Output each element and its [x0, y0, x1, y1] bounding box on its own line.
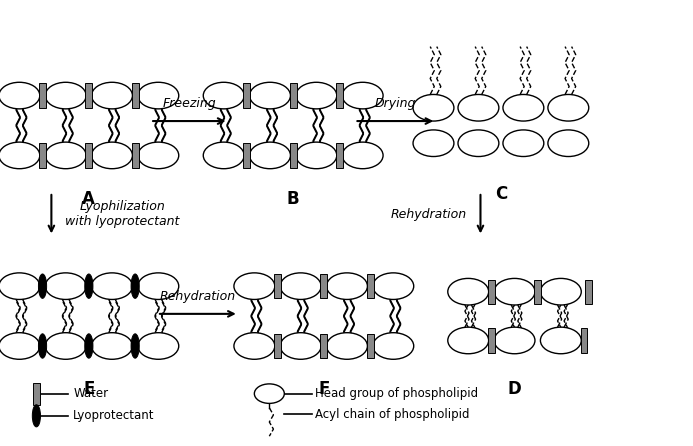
FancyBboxPatch shape: [274, 334, 281, 358]
Text: Lyoprotectant: Lyoprotectant: [73, 409, 155, 422]
Circle shape: [541, 278, 581, 305]
Text: A: A: [82, 190, 95, 208]
FancyBboxPatch shape: [534, 280, 541, 304]
FancyBboxPatch shape: [488, 280, 495, 304]
Circle shape: [503, 95, 544, 121]
Circle shape: [138, 273, 179, 299]
Circle shape: [234, 273, 275, 299]
Circle shape: [0, 273, 40, 299]
Ellipse shape: [85, 274, 93, 298]
Circle shape: [203, 142, 244, 169]
Circle shape: [548, 130, 589, 157]
Circle shape: [0, 333, 40, 359]
Text: Rehydration: Rehydration: [160, 289, 236, 303]
Circle shape: [458, 95, 499, 121]
Circle shape: [373, 273, 414, 299]
Circle shape: [280, 273, 321, 299]
Text: F: F: [318, 380, 329, 398]
FancyBboxPatch shape: [320, 334, 327, 358]
Circle shape: [448, 278, 489, 305]
FancyBboxPatch shape: [33, 383, 40, 405]
Circle shape: [249, 142, 290, 169]
Circle shape: [373, 333, 414, 359]
Text: E: E: [83, 380, 94, 398]
Text: D: D: [508, 380, 521, 398]
Text: Head group of phospholipid: Head group of phospholipid: [315, 387, 478, 400]
Circle shape: [249, 82, 290, 109]
Ellipse shape: [38, 274, 46, 298]
Text: Water: Water: [73, 387, 108, 400]
Circle shape: [138, 82, 179, 109]
Circle shape: [494, 327, 535, 354]
Text: Rehydration: Rehydration: [391, 208, 467, 221]
Circle shape: [413, 130, 454, 157]
Circle shape: [296, 142, 337, 169]
FancyBboxPatch shape: [290, 83, 297, 108]
Circle shape: [91, 333, 132, 359]
FancyBboxPatch shape: [243, 83, 250, 108]
Text: Acyl chain of phospholipid: Acyl chain of phospholipid: [315, 408, 469, 421]
FancyBboxPatch shape: [39, 83, 46, 108]
Circle shape: [494, 278, 535, 305]
Circle shape: [91, 142, 132, 169]
Circle shape: [413, 95, 454, 121]
Circle shape: [203, 82, 244, 109]
Text: Lyophilization
with lyoprotectant: Lyophilization with lyoprotectant: [65, 200, 179, 228]
Circle shape: [91, 273, 132, 299]
FancyBboxPatch shape: [320, 274, 327, 298]
Circle shape: [45, 142, 86, 169]
FancyBboxPatch shape: [367, 274, 374, 298]
Circle shape: [254, 384, 284, 403]
FancyBboxPatch shape: [39, 143, 46, 168]
Circle shape: [45, 333, 86, 359]
Text: C: C: [495, 185, 507, 203]
Circle shape: [91, 82, 132, 109]
Circle shape: [326, 273, 367, 299]
Circle shape: [342, 142, 383, 169]
Ellipse shape: [38, 334, 46, 358]
Circle shape: [280, 333, 321, 359]
Ellipse shape: [85, 334, 93, 358]
Circle shape: [0, 82, 40, 109]
Circle shape: [503, 130, 544, 157]
FancyBboxPatch shape: [581, 328, 588, 353]
FancyBboxPatch shape: [336, 83, 343, 108]
Circle shape: [541, 327, 581, 354]
Circle shape: [326, 333, 367, 359]
Text: Drying: Drying: [375, 97, 416, 110]
FancyBboxPatch shape: [85, 143, 92, 168]
Ellipse shape: [131, 334, 139, 358]
FancyBboxPatch shape: [585, 280, 592, 304]
Text: Freezing: Freezing: [162, 97, 216, 110]
Circle shape: [45, 273, 86, 299]
FancyBboxPatch shape: [367, 334, 374, 358]
FancyBboxPatch shape: [488, 328, 495, 353]
Circle shape: [138, 142, 179, 169]
Circle shape: [448, 327, 489, 354]
Circle shape: [548, 95, 589, 121]
FancyBboxPatch shape: [132, 143, 139, 168]
Circle shape: [0, 142, 40, 169]
FancyBboxPatch shape: [274, 274, 281, 298]
Circle shape: [138, 333, 179, 359]
Circle shape: [45, 82, 86, 109]
FancyBboxPatch shape: [290, 143, 297, 168]
FancyBboxPatch shape: [336, 143, 343, 168]
Text: B: B: [287, 190, 299, 208]
Circle shape: [458, 130, 499, 157]
Circle shape: [234, 333, 275, 359]
FancyBboxPatch shape: [132, 83, 139, 108]
FancyBboxPatch shape: [85, 83, 92, 108]
FancyBboxPatch shape: [243, 143, 250, 168]
Circle shape: [342, 82, 383, 109]
Circle shape: [296, 82, 337, 109]
Ellipse shape: [33, 405, 40, 427]
Ellipse shape: [131, 274, 139, 298]
